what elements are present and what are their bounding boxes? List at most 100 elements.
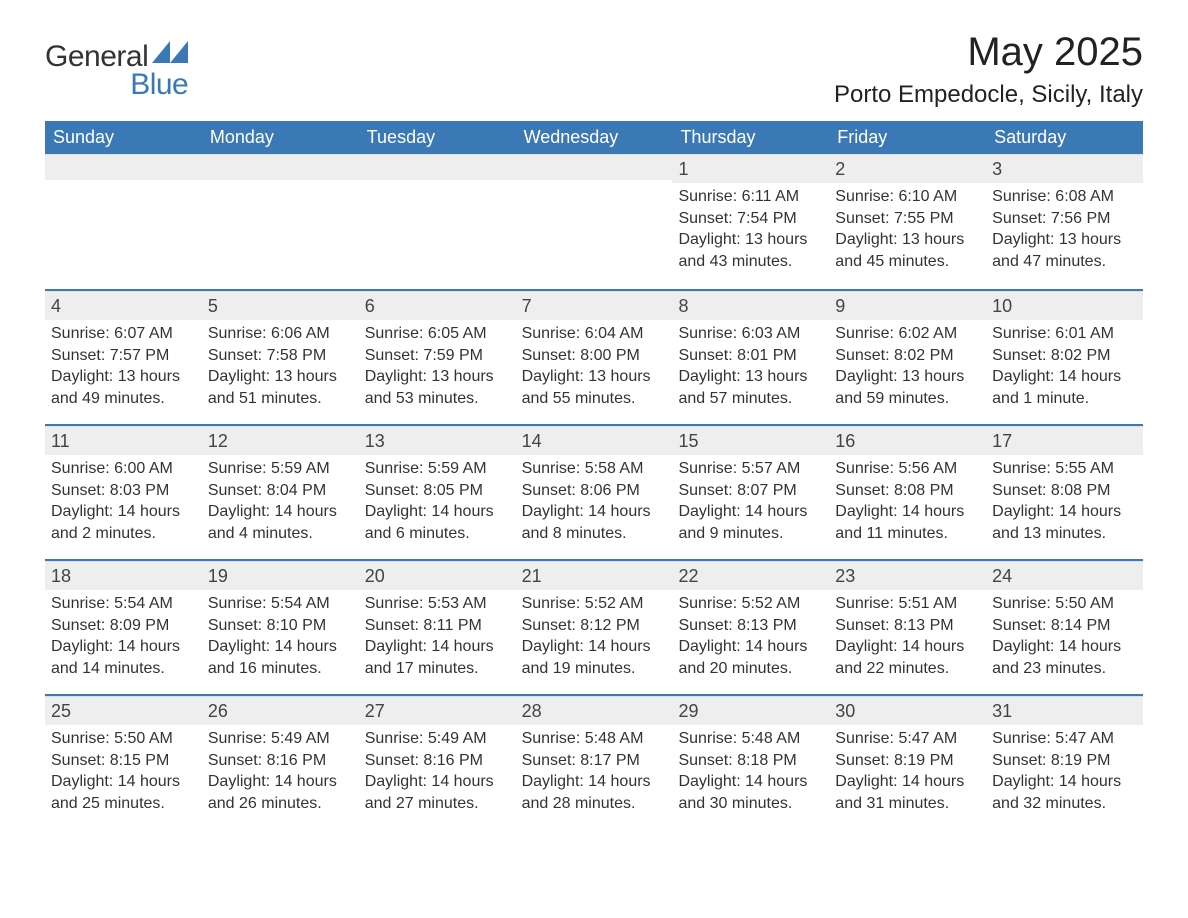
day-cell: 10Sunrise: 6:01 AMSunset: 8:02 PMDayligh… — [986, 291, 1143, 424]
sunrise-text: Sunrise: 6:00 AM — [51, 458, 196, 480]
day-body: Sunrise: 6:11 AMSunset: 7:54 PMDaylight:… — [672, 183, 829, 282]
day-body: Sunrise: 6:05 AMSunset: 7:59 PMDaylight:… — [359, 320, 516, 419]
day-body: Sunrise: 5:49 AMSunset: 8:16 PMDaylight:… — [202, 725, 359, 824]
day-number: 5 — [202, 291, 359, 320]
day-body: Sunrise: 5:55 AMSunset: 8:08 PMDaylight:… — [986, 455, 1143, 554]
day-body: Sunrise: 6:01 AMSunset: 8:02 PMDaylight:… — [986, 320, 1143, 419]
daylight-text: Daylight: 14 hours and 11 minutes. — [835, 501, 980, 544]
sunrise-text: Sunrise: 5:53 AM — [365, 593, 510, 615]
sunset-text: Sunset: 8:18 PM — [678, 750, 823, 772]
dow-sunday: Sunday — [45, 121, 202, 154]
day-body: Sunrise: 5:47 AMSunset: 8:19 PMDaylight:… — [986, 725, 1143, 824]
sunrise-text: Sunrise: 6:11 AM — [678, 186, 823, 208]
day-body: Sunrise: 6:04 AMSunset: 8:00 PMDaylight:… — [516, 320, 673, 419]
day-number: 9 — [829, 291, 986, 320]
sunset-text: Sunset: 8:17 PM — [522, 750, 667, 772]
daylight-text: Daylight: 13 hours and 43 minutes. — [678, 229, 823, 272]
day-body: Sunrise: 5:58 AMSunset: 8:06 PMDaylight:… — [516, 455, 673, 554]
sunrise-text: Sunrise: 6:10 AM — [835, 186, 980, 208]
daylight-text: Daylight: 13 hours and 47 minutes. — [992, 229, 1137, 272]
day-cell: 23Sunrise: 5:51 AMSunset: 8:13 PMDayligh… — [829, 561, 986, 694]
sunset-text: Sunset: 8:19 PM — [835, 750, 980, 772]
sunset-text: Sunset: 7:57 PM — [51, 345, 196, 367]
daylight-text: Daylight: 14 hours and 13 minutes. — [992, 501, 1137, 544]
sunset-text: Sunset: 8:11 PM — [365, 615, 510, 637]
day-body: Sunrise: 5:47 AMSunset: 8:19 PMDaylight:… — [829, 725, 986, 824]
daylight-text: Daylight: 14 hours and 22 minutes. — [835, 636, 980, 679]
day-body: Sunrise: 5:53 AMSunset: 8:11 PMDaylight:… — [359, 590, 516, 689]
day-cell: 7Sunrise: 6:04 AMSunset: 8:00 PMDaylight… — [516, 291, 673, 424]
sunrise-text: Sunrise: 6:03 AM — [678, 323, 823, 345]
day-number: 8 — [672, 291, 829, 320]
day-cell: 2Sunrise: 6:10 AMSunset: 7:55 PMDaylight… — [829, 154, 986, 289]
daylight-text: Daylight: 14 hours and 19 minutes. — [522, 636, 667, 679]
sunset-text: Sunset: 8:10 PM — [208, 615, 353, 637]
day-cell: 14Sunrise: 5:58 AMSunset: 8:06 PMDayligh… — [516, 426, 673, 559]
day-cell: 3Sunrise: 6:08 AMSunset: 7:56 PMDaylight… — [986, 154, 1143, 289]
sunrise-text: Sunrise: 5:52 AM — [678, 593, 823, 615]
day-body: Sunrise: 6:06 AMSunset: 7:58 PMDaylight:… — [202, 320, 359, 419]
day-number: 23 — [829, 561, 986, 590]
day-number: 14 — [516, 426, 673, 455]
day-body: Sunrise: 5:54 AMSunset: 8:10 PMDaylight:… — [202, 590, 359, 689]
sunset-text: Sunset: 7:59 PM — [365, 345, 510, 367]
day-cell: 1Sunrise: 6:11 AMSunset: 7:54 PMDaylight… — [672, 154, 829, 289]
day-cell: 13Sunrise: 5:59 AMSunset: 8:05 PMDayligh… — [359, 426, 516, 559]
day-number — [359, 154, 516, 180]
daylight-text: Daylight: 14 hours and 8 minutes. — [522, 501, 667, 544]
daylight-text: Daylight: 13 hours and 53 minutes. — [365, 366, 510, 409]
sunset-text: Sunset: 8:08 PM — [992, 480, 1137, 502]
sunrise-text: Sunrise: 5:58 AM — [522, 458, 667, 480]
sunset-text: Sunset: 8:04 PM — [208, 480, 353, 502]
day-cell: 15Sunrise: 5:57 AMSunset: 8:07 PMDayligh… — [672, 426, 829, 559]
week-row: 25Sunrise: 5:50 AMSunset: 8:15 PMDayligh… — [45, 694, 1143, 829]
sunrise-text: Sunrise: 5:52 AM — [522, 593, 667, 615]
daylight-text: Daylight: 13 hours and 55 minutes. — [522, 366, 667, 409]
daylight-text: Daylight: 14 hours and 1 minute. — [992, 366, 1137, 409]
daylight-text: Daylight: 14 hours and 27 minutes. — [365, 771, 510, 814]
daylight-text: Daylight: 14 hours and 30 minutes. — [678, 771, 823, 814]
sunset-text: Sunset: 8:14 PM — [992, 615, 1137, 637]
day-cell — [359, 154, 516, 289]
brand-blue: Blue — [123, 68, 188, 102]
month-title: May 2025 — [834, 30, 1143, 75]
daylight-text: Daylight: 14 hours and 31 minutes. — [835, 771, 980, 814]
daylight-text: Daylight: 14 hours and 16 minutes. — [208, 636, 353, 679]
daylight-text: Daylight: 13 hours and 45 minutes. — [835, 229, 980, 272]
day-number: 1 — [672, 154, 829, 183]
day-body: Sunrise: 5:54 AMSunset: 8:09 PMDaylight:… — [45, 590, 202, 689]
day-number: 31 — [986, 696, 1143, 725]
dow-monday: Monday — [202, 121, 359, 154]
day-cell: 24Sunrise: 5:50 AMSunset: 8:14 PMDayligh… — [986, 561, 1143, 694]
day-cell: 8Sunrise: 6:03 AMSunset: 8:01 PMDaylight… — [672, 291, 829, 424]
day-number: 17 — [986, 426, 1143, 455]
calendar-table: Sunday Monday Tuesday Wednesday Thursday… — [45, 121, 1143, 829]
location-subtitle: Porto Empedocle, Sicily, Italy — [834, 81, 1143, 109]
sunrise-text: Sunrise: 5:56 AM — [835, 458, 980, 480]
days-of-week-header: Sunday Monday Tuesday Wednesday Thursday… — [45, 121, 1143, 154]
sunset-text: Sunset: 8:13 PM — [678, 615, 823, 637]
day-number: 28 — [516, 696, 673, 725]
sunrise-text: Sunrise: 5:54 AM — [51, 593, 196, 615]
sunrise-text: Sunrise: 6:05 AM — [365, 323, 510, 345]
day-cell: 6Sunrise: 6:05 AMSunset: 7:59 PMDaylight… — [359, 291, 516, 424]
day-cell: 29Sunrise: 5:48 AMSunset: 8:18 PMDayligh… — [672, 696, 829, 829]
daylight-text: Daylight: 14 hours and 14 minutes. — [51, 636, 196, 679]
day-number — [516, 154, 673, 180]
day-body: Sunrise: 5:49 AMSunset: 8:16 PMDaylight:… — [359, 725, 516, 824]
day-number: 30 — [829, 696, 986, 725]
day-body: Sunrise: 6:02 AMSunset: 8:02 PMDaylight:… — [829, 320, 986, 419]
day-number: 11 — [45, 426, 202, 455]
day-cell: 16Sunrise: 5:56 AMSunset: 8:08 PMDayligh… — [829, 426, 986, 559]
day-cell: 31Sunrise: 5:47 AMSunset: 8:19 PMDayligh… — [986, 696, 1143, 829]
day-number: 13 — [359, 426, 516, 455]
day-cell: 30Sunrise: 5:47 AMSunset: 8:19 PMDayligh… — [829, 696, 986, 829]
sunrise-text: Sunrise: 5:57 AM — [678, 458, 823, 480]
day-body: Sunrise: 5:50 AMSunset: 8:14 PMDaylight:… — [986, 590, 1143, 689]
day-cell: 20Sunrise: 5:53 AMSunset: 8:11 PMDayligh… — [359, 561, 516, 694]
sunrise-text: Sunrise: 5:50 AM — [51, 728, 196, 750]
day-body: Sunrise: 5:56 AMSunset: 8:08 PMDaylight:… — [829, 455, 986, 554]
sunset-text: Sunset: 8:02 PM — [992, 345, 1137, 367]
sunrise-text: Sunrise: 5:55 AM — [992, 458, 1137, 480]
sunset-text: Sunset: 8:16 PM — [365, 750, 510, 772]
